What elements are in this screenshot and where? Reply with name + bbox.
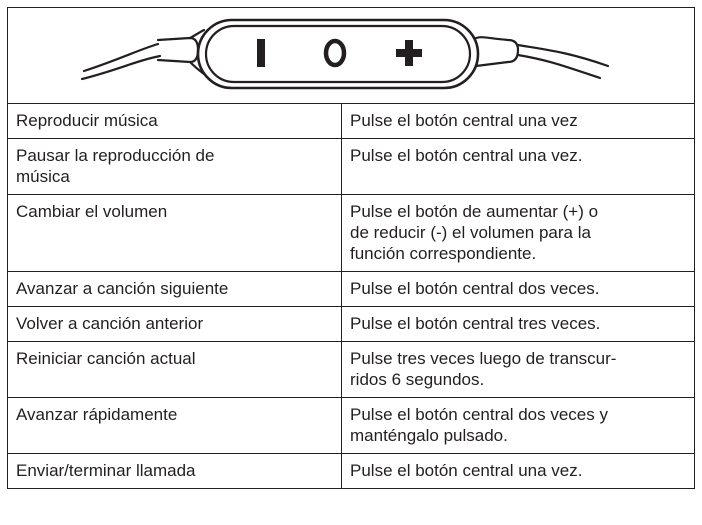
cell-text: Reproducir música <box>16 111 158 130</box>
action-cell: Pulse el botón central una vez. <box>341 453 695 489</box>
table-row: Reproducir música Pulse el botón central … <box>7 103 695 139</box>
cell-text: Pulse el botón central tres veces. <box>350 314 601 333</box>
cell-text: Pulse el botón central una vez. <box>350 146 583 165</box>
cell-text: Pulse el botón central dos veces y <box>350 405 608 424</box>
function-cell: Cambiar el volumen <box>7 194 342 272</box>
table-row: Enviar/terminar llamada Pulse el botón ce… <box>7 453 695 489</box>
cell-text: música <box>16 167 70 186</box>
remote-illustration <box>80 18 610 90</box>
function-cell: Reproducir música <box>7 103 342 139</box>
table-row: Avanzar a canción siguiente Pulse el botó… <box>7 271 695 307</box>
table-row: Reiniciar canción actual Pulse tres veces… <box>7 341 695 398</box>
cell-text: Cambiar el volumen <box>16 202 168 221</box>
cell-text: Pulse el botón central dos veces. <box>350 279 600 298</box>
cell-text: Pulse tres veces luego de transcur- <box>350 349 617 368</box>
cell-text: de reducir (-) el volumen para la <box>350 223 591 242</box>
action-cell: Pulse el botón central una vez <box>341 103 695 139</box>
cell-text: Volver a canción anterior <box>16 314 204 333</box>
cell-text: Avanzar a canción siguiente <box>16 279 229 298</box>
cell-text: Pausar la reproducción de <box>16 146 215 165</box>
function-cell: Volver a canción anterior <box>7 306 342 342</box>
function-cell: Avanzar a canción siguiente <box>7 271 342 307</box>
illustration-cell <box>7 7 695 104</box>
table-row: Pausar la reproducción de música Pulse el … <box>7 138 695 195</box>
action-cell: Pulse el botón central tres veces. <box>341 306 695 342</box>
action-cell: Pulse el botón central dos veces y mantén… <box>341 397 695 454</box>
cell-text: Avanzar rápidamente <box>16 405 178 424</box>
action-cell: Pulse el botón de aumentar (+) o de reduc… <box>341 194 695 272</box>
header-row <box>7 7 695 104</box>
cell-text: ridos 6 segundos. <box>350 370 485 389</box>
table-row: Volver a canción anterior Pulse el botón … <box>7 306 695 342</box>
table-row: Avanzar rápidamente Pulse el botón centra… <box>7 397 695 454</box>
cell-text: Pulse el botón central una vez. <box>350 461 583 480</box>
table-row: Cambiar el volumen Pulse el botón de aume… <box>7 194 695 272</box>
function-cell: Enviar/terminar llamada <box>7 453 342 489</box>
cell-text: manténgalo pulsado. <box>350 426 508 445</box>
table-body: Reproducir música Pulse el botón central … <box>7 7 695 489</box>
cell-text: Pulse el botón central una vez <box>350 111 578 130</box>
action-cell: Pulse tres veces luego de transcur-ridos… <box>341 341 695 398</box>
function-cell: Reiniciar canción actual <box>7 341 342 398</box>
cell-text: Enviar/terminar llamada <box>16 461 196 480</box>
cell-text: Reiniciar canción actual <box>16 349 196 368</box>
function-cell: Avanzar rápidamente <box>7 397 342 454</box>
function-cell: Pausar la reproducción de música <box>7 138 342 195</box>
controls-table: Reproducir música Pulse el botón central … <box>7 7 695 489</box>
action-cell: Pulse el botón central dos veces. <box>341 271 695 307</box>
cell-text: función correspondiente. <box>350 244 537 263</box>
action-cell: Pulse el botón central una vez. <box>341 138 695 195</box>
cell-text: Pulse el botón de aumentar (+) o <box>350 202 599 221</box>
